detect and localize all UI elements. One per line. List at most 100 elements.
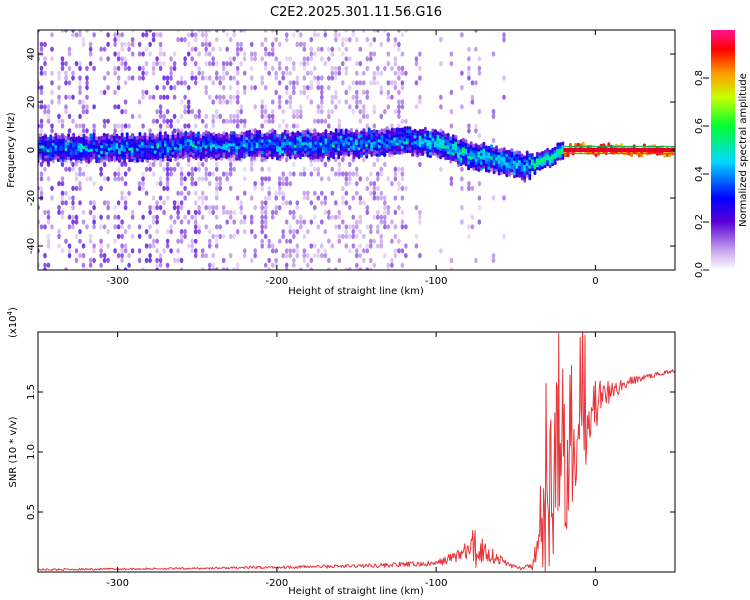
ridge-cell (357, 137, 361, 142)
ridge-cell (388, 144, 392, 149)
ridge-cell (390, 147, 394, 152)
ridge-cell (459, 144, 463, 149)
noise-cell (60, 123, 65, 129)
snr-x-ticks: -300 -200 -100 0 (106, 332, 599, 589)
ridge-cell (100, 138, 104, 143)
ridge-cell (327, 132, 330, 137)
ridge-cell (329, 153, 333, 158)
ridge-cell (497, 154, 501, 159)
noise-cell (439, 94, 443, 100)
ridge-cell (199, 154, 203, 159)
ridge-cell (95, 159, 99, 164)
ridge-cell (528, 176, 532, 181)
ridge-cell (133, 139, 137, 143)
noise-cell (263, 46, 268, 52)
ridge-cell (324, 132, 328, 136)
ridge-cell (513, 168, 516, 173)
ridge-cell (245, 141, 249, 146)
noise-cell (274, 205, 279, 211)
ridge-cell (500, 153, 504, 158)
noise-cell (81, 41, 86, 48)
noise-cell (309, 161, 314, 167)
noise-cell (239, 41, 243, 48)
noise-cell (393, 109, 398, 115)
noise-cell (393, 56, 398, 62)
noise-cell (123, 229, 128, 235)
noise-cell (369, 243, 373, 249)
ridge-cell (120, 155, 124, 160)
ridge-cell (408, 140, 412, 145)
ridge-cell (525, 159, 529, 164)
noise-cell (277, 80, 282, 86)
noise-cell (414, 104, 419, 110)
noise-cell (148, 205, 152, 211)
ridge-cell (469, 155, 473, 160)
ridge-cell (51, 141, 55, 146)
ridge-cell (161, 140, 165, 145)
noise-cell (362, 109, 366, 115)
noise-cell (263, 65, 268, 71)
ridge-cell (273, 138, 277, 143)
ridge-cell (163, 142, 167, 147)
noise-cell (207, 30, 212, 33)
noise-cell (267, 267, 271, 270)
noise-cell (449, 61, 454, 67)
noise-cell (309, 171, 314, 177)
noise-cell (418, 209, 422, 215)
noise-cell (169, 248, 173, 254)
ridge-cell (304, 129, 307, 134)
ridge-cell (207, 148, 211, 153)
noise-cell (263, 109, 268, 115)
ridge-cell (151, 156, 155, 161)
noise-cell (204, 176, 208, 182)
noise-cell (113, 89, 117, 95)
noise-cell (120, 176, 124, 182)
ridge-cell (278, 134, 282, 139)
noise-cell (320, 46, 324, 52)
ridge-cell (255, 153, 259, 157)
ridge-cell (558, 145, 562, 149)
ridge-cell (431, 151, 435, 156)
ridge-cell (451, 151, 455, 156)
noise-cell (348, 181, 352, 187)
noise-cell (176, 128, 180, 134)
noise-cell (281, 253, 286, 259)
noise-cell (288, 200, 293, 206)
ridge-cell (329, 145, 333, 150)
noise-cell (239, 109, 243, 115)
noise-cell (249, 85, 254, 91)
ridge-cell (538, 163, 542, 168)
noise-cell (116, 224, 121, 230)
noise-cell (179, 37, 184, 43)
noise-cell (204, 171, 208, 177)
noise-cell (207, 209, 212, 215)
noise-cell (277, 99, 282, 105)
ridge-cell (296, 133, 300, 138)
noise-cell (330, 51, 335, 57)
ridge-cell (181, 146, 185, 151)
ridge-cell (163, 134, 167, 139)
noise-cell (404, 185, 408, 191)
ridge-cell (469, 141, 473, 146)
noise-cell (207, 267, 212, 270)
ridge-cell (110, 157, 114, 162)
noise-cell (113, 205, 117, 211)
noise-cell (277, 94, 282, 100)
ridge-cell (548, 164, 552, 169)
ridge-cell (207, 154, 211, 159)
noise-cell (158, 123, 163, 129)
ridge-cell (181, 138, 185, 143)
noise-cell (193, 214, 198, 220)
ridge-cell (268, 132, 272, 137)
ridge-cell (416, 136, 420, 141)
noise-cell (242, 190, 247, 196)
ridge-cell (84, 141, 88, 146)
noise-cell (78, 99, 82, 105)
ridge-cell (202, 140, 206, 145)
ridge-cell (334, 151, 338, 156)
noise-cell (148, 209, 152, 215)
ridge-cell (123, 148, 127, 153)
noise-cell (207, 61, 212, 67)
noise-cell (67, 248, 72, 254)
noise-cell (232, 56, 236, 62)
